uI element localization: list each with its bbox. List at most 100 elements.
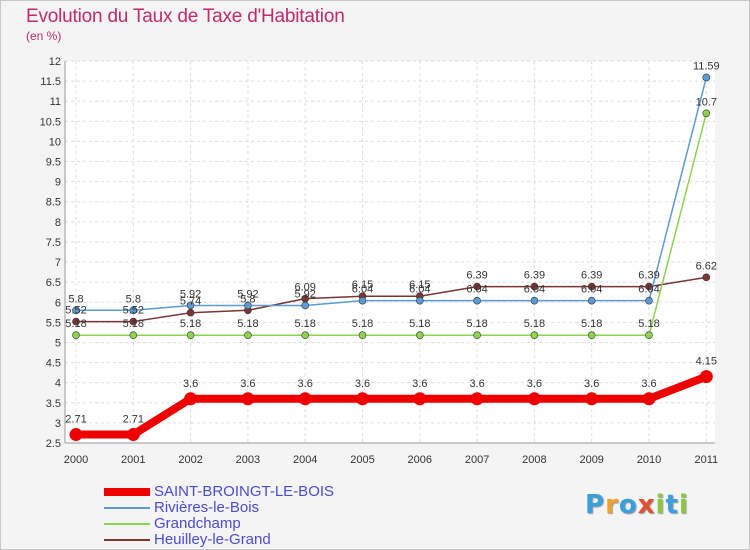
y-tick-label: 8.5 — [46, 197, 61, 209]
x-tick-label: 2007 — [465, 454, 489, 466]
x-tick-label: 2000 — [64, 454, 88, 466]
data-point — [531, 332, 538, 339]
data-label: 6.39 — [466, 270, 487, 282]
x-tick-label: 2006 — [408, 454, 432, 466]
y-tick-label: 11 — [50, 96, 61, 108]
data-point — [700, 370, 713, 383]
data-point — [302, 332, 309, 339]
data-label: 5.18 — [638, 318, 659, 330]
data-label: 11.59 — [693, 60, 720, 72]
legend-swatch — [104, 523, 150, 525]
data-point — [70, 428, 83, 441]
logo-letter: t — [665, 490, 678, 520]
data-label: 5.18 — [581, 318, 602, 330]
data-label: 6.15 — [409, 279, 430, 291]
data-label: 10.7 — [696, 96, 717, 108]
data-point — [646, 332, 653, 339]
data-point — [528, 392, 541, 405]
y-tick-label: 3.5 — [46, 398, 61, 410]
x-tick-label: 2002 — [178, 454, 202, 466]
data-point — [471, 392, 484, 405]
data-point — [588, 297, 595, 304]
y-tick-label: 5.5 — [46, 317, 61, 329]
data-label: 6.15 — [352, 279, 373, 291]
data-point — [585, 392, 598, 405]
data-label: 2.71 — [123, 414, 144, 426]
x-tick-label: 2008 — [522, 454, 546, 466]
legend-label: SAINT-BROINGT-LE-BOIS — [154, 484, 334, 500]
data-point — [703, 274, 710, 281]
legend-label: Heuilley-le-Grand — [154, 532, 271, 548]
line-chart: 2.533.544.555.566.577.588.599.51010.5111… — [0, 0, 750, 550]
data-label: 5.74 — [180, 296, 201, 308]
data-point — [302, 302, 309, 309]
x-tick-label: 2005 — [350, 454, 374, 466]
y-tick-label: 3 — [55, 418, 61, 430]
data-point — [356, 392, 369, 405]
data-point — [73, 332, 80, 339]
data-label: 5.18 — [237, 318, 258, 330]
data-label: 5.18 — [123, 318, 144, 330]
legend-swatch — [104, 507, 150, 509]
y-tick-label: 7 — [55, 257, 61, 269]
data-label: 3.6 — [641, 378, 656, 390]
legend-swatch — [104, 539, 150, 541]
logo-letter: i — [679, 490, 689, 520]
data-point — [588, 332, 595, 339]
x-tick-label: 2011 — [694, 454, 718, 466]
data-point — [413, 392, 426, 405]
data-label: 5.18 — [352, 318, 373, 330]
x-tick-label: 2004 — [293, 454, 317, 466]
data-label: 6.62 — [696, 260, 717, 272]
logo-letter: i — [656, 490, 666, 520]
x-tick-label: 2010 — [637, 454, 661, 466]
data-label: 6.04 — [581, 284, 602, 296]
data-point — [244, 332, 251, 339]
data-label: 5.8 — [240, 293, 255, 305]
data-point — [531, 297, 538, 304]
data-point — [474, 332, 481, 339]
data-point — [184, 392, 197, 405]
data-label: 5.18 — [409, 318, 430, 330]
data-label: 5.8 — [126, 293, 141, 305]
y-tick-label: 10.5 — [40, 116, 61, 128]
data-point — [127, 428, 140, 441]
y-tick-label: 6 — [55, 297, 61, 309]
x-tick-label: 2001 — [121, 454, 145, 466]
data-label: 3.6 — [240, 378, 255, 390]
x-tick-label: 2003 — [236, 454, 260, 466]
data-label: 5.18 — [524, 318, 545, 330]
data-label: 3.6 — [412, 378, 427, 390]
y-tick-label: 2.5 — [46, 438, 61, 450]
data-label: 6.39 — [524, 270, 545, 282]
data-label: 3.6 — [469, 378, 484, 390]
y-tick-label: 8 — [55, 217, 61, 229]
y-tick-label: 11.5 — [40, 76, 61, 88]
data-label: 6.09 — [294, 282, 315, 294]
data-point — [416, 297, 423, 304]
data-point — [703, 74, 710, 81]
data-point — [646, 297, 653, 304]
plot-area — [65, 61, 715, 443]
data-label: 5.52 — [65, 305, 86, 317]
data-label: 2.71 — [65, 414, 86, 426]
legend-label: Grandchamp — [154, 516, 241, 532]
data-label: 5.52 — [123, 305, 144, 317]
data-point — [703, 110, 710, 117]
y-tick-label: 10 — [49, 136, 61, 148]
y-tick-label: 5 — [55, 337, 61, 349]
y-tick-label: 4 — [55, 378, 61, 390]
y-tick-label: 6.5 — [46, 277, 61, 289]
data-point — [643, 392, 656, 405]
data-label: 6.39 — [638, 270, 659, 282]
data-point — [187, 309, 194, 316]
data-label: 5.18 — [294, 318, 315, 330]
logo-letter: P — [585, 490, 605, 520]
data-point — [299, 392, 312, 405]
data-label: 3.6 — [183, 378, 198, 390]
data-label: 5.18 — [180, 318, 201, 330]
logo-letter: o — [619, 490, 638, 520]
data-label: 3.6 — [355, 378, 370, 390]
data-label: 6.04 — [638, 284, 659, 296]
x-tick-label: 2009 — [579, 454, 603, 466]
